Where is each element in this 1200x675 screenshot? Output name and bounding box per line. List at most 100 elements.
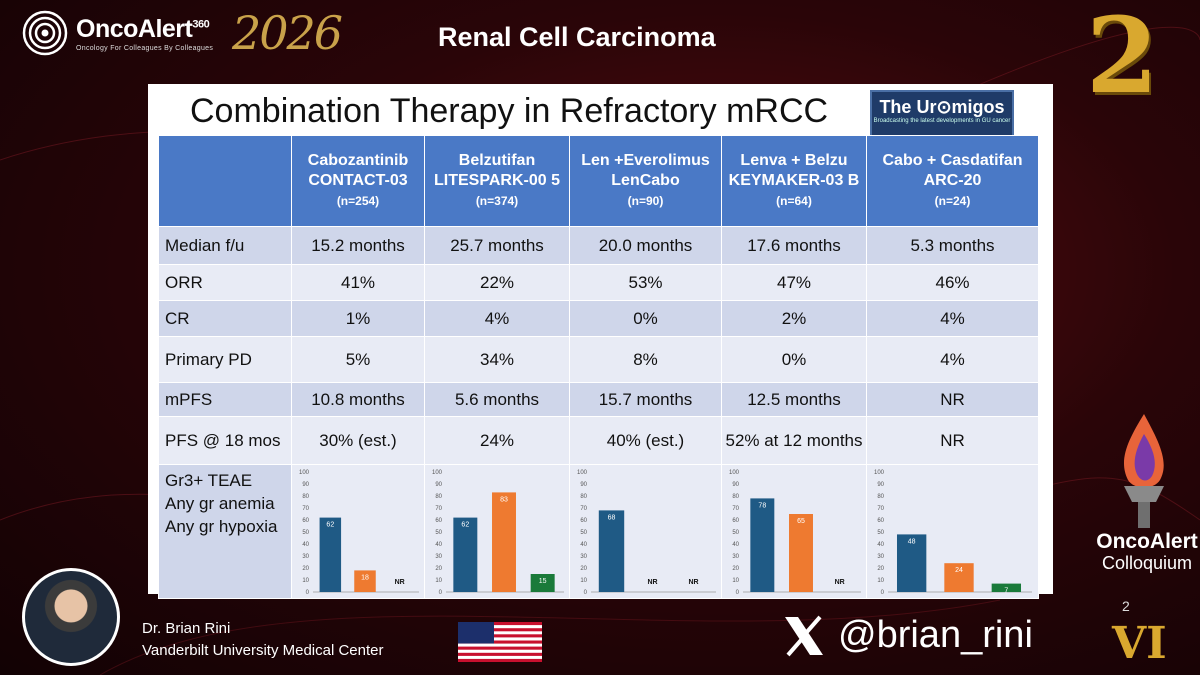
torch-icon	[1123, 414, 1164, 528]
social-handle[interactable]: @brian_rini	[838, 614, 1033, 656]
row-label-line: Any gr hypoxia	[165, 517, 278, 536]
column-header: Belzutifan LITESPARK-00 5 (n=374)	[424, 135, 570, 227]
axis-tick-label: 30	[302, 554, 309, 560]
axis-tick-label: 90	[877, 482, 884, 488]
chart-bar	[453, 517, 478, 592]
axis-tick-label: 50	[302, 530, 309, 536]
axis-tick-label: 100	[874, 470, 885, 476]
axis-tick-label: 20	[302, 566, 309, 572]
axis-tick-label: 60	[732, 518, 739, 524]
axis-tick-label: 80	[877, 494, 884, 500]
table-cell: 15.2 months	[291, 226, 425, 265]
table-cell: 52% at 12 months	[721, 416, 867, 465]
axis-tick-label: 20	[732, 566, 739, 572]
chart-cell: 0 10 20 30 40 50 60 70 80 90 100 78 65 NR	[721, 464, 867, 599]
speaker-affiliation: Vanderbilt University Medical Center	[142, 642, 384, 659]
bar-chart: 0 10 20 30 40 50 60 70 80 90 100 62 18 NR	[299, 470, 419, 596]
axis-tick-label: 50	[435, 530, 442, 536]
axis-tick-label: 70	[435, 506, 442, 512]
chart-bar	[750, 498, 775, 592]
table-header-row: Cabozantinib CONTACT-03 (n=254) Belzutifa…	[158, 135, 1039, 227]
axis-tick-label: 30	[732, 554, 739, 560]
axis-tick-label: 80	[580, 494, 587, 500]
table-cell: 5%	[291, 336, 425, 383]
table-row: Primary PD 5% 34% 8% 0% 4%	[158, 336, 1039, 383]
event-year: 2026	[232, 6, 343, 60]
table-cell: 30% (est.)	[291, 416, 425, 465]
bar-data-label: 62	[461, 522, 469, 529]
axis-tick-label: 10	[877, 578, 884, 584]
axis-tick-label: 50	[580, 530, 587, 536]
axis-tick-label: 80	[732, 494, 739, 500]
chart-bar	[319, 517, 342, 592]
table-cell: 25.7 months	[424, 226, 570, 265]
chart-bar	[354, 570, 376, 592]
axis-tick-label: 30	[580, 554, 587, 560]
header-corner	[158, 135, 292, 227]
table-cell: 12.5 months	[721, 382, 867, 417]
edition-roman: VI	[1112, 618, 1167, 669]
axis-tick-label: 10	[435, 578, 442, 584]
table-cell: 40% (est.)	[569, 416, 722, 465]
row-label: PFS @ 18 mos	[158, 416, 292, 465]
bar-chart: 0 10 20 30 40 50 60 70 80 90 100 48 24 7	[874, 470, 1032, 596]
colloquium-name: OncoAlert	[1096, 530, 1198, 553]
colloquium-subtitle: Colloquium	[1101, 553, 1193, 573]
axis-tick-label: 70	[732, 506, 739, 512]
axis-tick-label: 40	[302, 542, 309, 548]
table-cell: 5.6 months	[424, 382, 570, 417]
axis-tick-label: 50	[732, 530, 739, 536]
slide-panel: Combination Therapy in Refractory mRCC T…	[148, 84, 1053, 599]
axis-tick-label: 100	[729, 470, 740, 476]
chart-bar	[492, 492, 516, 592]
axis-tick-label: 10	[732, 578, 739, 584]
axis-tick-label: 60	[580, 518, 587, 524]
axis-tick-label: 80	[435, 494, 442, 500]
us-flag-icon	[458, 622, 542, 662]
axis-tick-label: 60	[435, 518, 442, 524]
edition-number: 2	[1086, 0, 1159, 117]
row-label: Gr3+ TEAE Any gr anemia Any gr hypoxia	[158, 464, 292, 599]
bar-data-label: 83	[500, 496, 508, 503]
axis-tick-label: 60	[877, 518, 884, 524]
table-cell: 34%	[424, 336, 570, 383]
axis-tick-label: 100	[432, 470, 443, 476]
axis-tick-label: 70	[580, 506, 587, 512]
axis-tick-label: 80	[302, 494, 309, 500]
bar-data-label: 68	[608, 514, 616, 521]
bar-data-label: 62	[326, 522, 334, 529]
axis-tick-label: 100	[299, 470, 310, 476]
table-row: CR 1% 4% 0% 2% 4%	[158, 300, 1039, 337]
table-cell: 1%	[291, 300, 425, 337]
brand-tagline: Oncology For Colleagues By Colleagues	[76, 44, 214, 52]
chart-bar	[991, 583, 1022, 592]
slide-title: Combination Therapy in Refractory mRCC	[190, 92, 829, 130]
brand-name: OncoAlert360	[76, 14, 210, 43]
axis-tick-label: 40	[435, 542, 442, 548]
axis-tick-label: 90	[435, 482, 442, 488]
axis-tick-label: 30	[435, 554, 442, 560]
axis-tick-label: 50	[877, 530, 884, 536]
table-row: Gr3+ TEAE Any gr anemia Any gr hypoxia 0…	[158, 464, 1039, 599]
chart-cell: 0 10 20 30 40 50 60 70 80 90 100 48 24 7	[866, 464, 1039, 599]
row-label: CR	[158, 300, 292, 337]
bar-data-label: NR	[688, 579, 698, 586]
chart-cell: 0 10 20 30 40 50 60 70 80 90 100 68 NR NR	[569, 464, 722, 599]
row-label-line: Any gr anemia	[165, 494, 275, 513]
oncoalert-logo: OncoAlert360 Oncology For Colleagues By …	[22, 10, 213, 56]
bar-data-label: 65	[797, 518, 805, 525]
table-cell: NR	[866, 416, 1039, 465]
axis-tick-label: 20	[580, 566, 587, 572]
axis-tick-label: 100	[577, 470, 588, 476]
chart-cell: 0 10 20 30 40 50 60 70 80 90 100 62 18 NR	[291, 464, 425, 599]
bar-chart: 0 10 20 30 40 50 60 70 80 90 100 78 65 NR	[729, 470, 861, 596]
table-cell: 41%	[291, 264, 425, 301]
bar-data-label: 24	[955, 567, 963, 574]
bar-data-label: 15	[539, 578, 547, 585]
column-header: Len +Everolimus LenCabo (n=90)	[569, 135, 722, 227]
table-cell: 22%	[424, 264, 570, 301]
axis-tick-label: 30	[877, 554, 884, 560]
chart-bar	[789, 514, 813, 592]
chart-bar	[944, 563, 974, 592]
axis-tick-label: 0	[584, 590, 588, 596]
